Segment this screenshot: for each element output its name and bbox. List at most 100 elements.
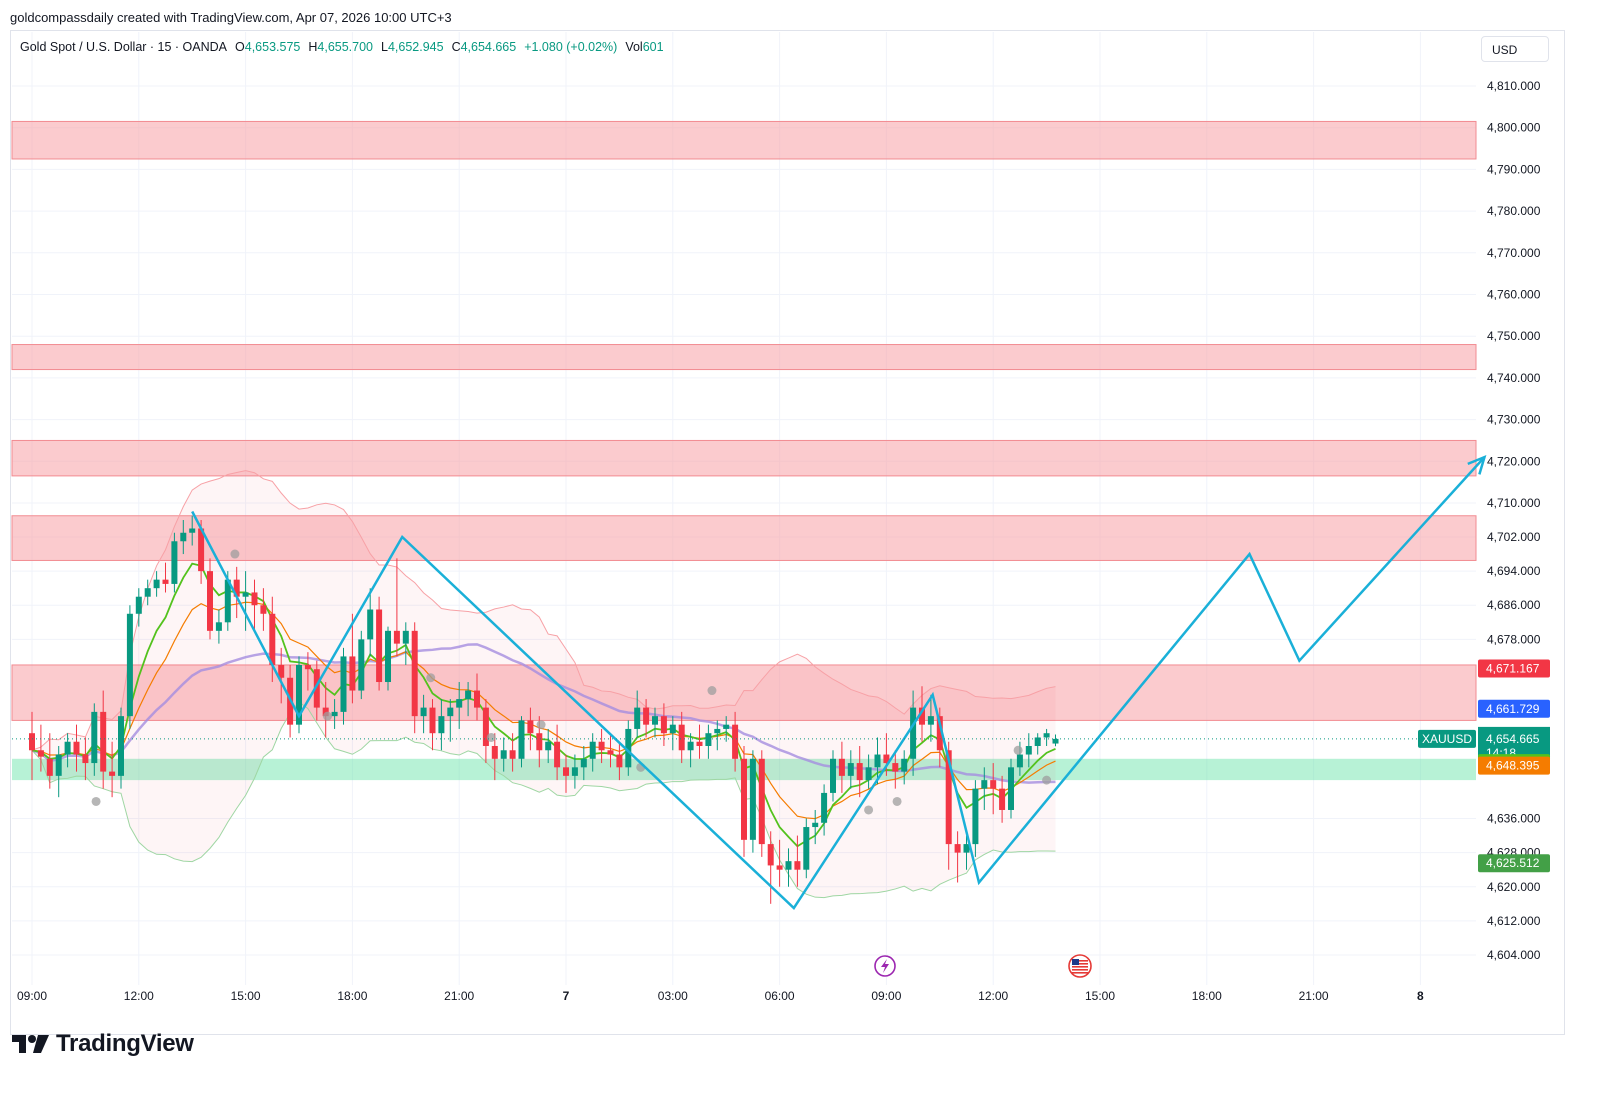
resistance-zone xyxy=(11,515,1477,561)
candle-body xyxy=(385,630,391,683)
candle xyxy=(322,682,329,738)
candle-body xyxy=(1008,767,1014,810)
y-tick-label: 4,810.000 xyxy=(1487,79,1541,93)
candle xyxy=(892,750,899,789)
candle xyxy=(1052,734,1059,747)
candle-body xyxy=(865,767,872,781)
candle xyxy=(669,716,676,751)
price-label: 4,661.729 xyxy=(1478,699,1550,718)
legend-symbol: Gold Spot / U.S. Dollar · 15 · OANDA xyxy=(20,40,228,54)
us-flag-icon-canton xyxy=(1072,959,1079,965)
candle-body xyxy=(313,669,320,708)
y-tick-label: 4,604.000 xyxy=(1487,948,1541,962)
candle xyxy=(625,720,632,776)
candle xyxy=(447,699,454,742)
candle xyxy=(207,558,213,640)
candle-body xyxy=(278,664,285,678)
x-tick-label: 12:00 xyxy=(978,989,1008,1003)
candle xyxy=(162,562,169,593)
candle xyxy=(749,750,756,853)
legend-open-label: O xyxy=(235,40,245,54)
candle xyxy=(367,588,374,657)
candle-body xyxy=(838,758,845,776)
legend-low-label: L xyxy=(381,40,388,54)
candle xyxy=(420,694,427,734)
candle-body xyxy=(874,754,881,768)
event-icons xyxy=(874,954,1092,978)
x-tick-label: 06:00 xyxy=(765,989,795,1003)
y-tick-label: 4,740.000 xyxy=(1487,371,1541,385)
signal-marker xyxy=(1042,775,1052,785)
candle-body xyxy=(669,724,676,734)
candle xyxy=(189,515,196,546)
candle-body xyxy=(999,788,1006,810)
candle xyxy=(296,656,302,734)
candle xyxy=(838,741,845,793)
legend-volume-label: Vol xyxy=(625,40,643,54)
price-label-value: 4,671.167 xyxy=(1486,662,1540,676)
symbol-tag-bg xyxy=(1418,729,1476,748)
candle-body xyxy=(198,528,205,572)
candle xyxy=(634,690,641,738)
candle xyxy=(73,724,80,772)
price-label-bg xyxy=(1478,699,1550,718)
x-tick-label: 09:00 xyxy=(17,989,47,1003)
candle xyxy=(91,703,98,776)
bollinger-bands xyxy=(31,470,1056,899)
candle xyxy=(830,750,836,802)
y-tick-label: 4,780.000 xyxy=(1487,204,1541,218)
candle xyxy=(865,754,872,789)
y-tick-label: 4,760.000 xyxy=(1487,288,1541,302)
tradingview-logo[interactable]: TradingView xyxy=(12,1030,194,1058)
candle xyxy=(607,733,614,768)
legend-low-value: 4,652.945 xyxy=(387,40,444,54)
price-label-bg xyxy=(1478,726,1550,759)
candle-body xyxy=(29,733,35,751)
time-axis: 09:00 12:00 15:00 18:00 21:00 7 03:00 06:00 09:0… xyxy=(17,989,1424,1003)
candle-body xyxy=(856,763,863,781)
candle-body xyxy=(456,699,463,708)
candle-body xyxy=(518,720,525,759)
candle xyxy=(358,630,365,700)
candle-body xyxy=(625,728,632,768)
candle xyxy=(936,707,943,768)
candle-body xyxy=(687,741,694,751)
candle xyxy=(687,733,694,768)
price-label-bg xyxy=(1478,854,1550,873)
candle-body xyxy=(705,733,712,746)
signal-marker xyxy=(1013,745,1023,755)
candle xyxy=(518,716,525,768)
x-tick-label: 18:00 xyxy=(337,989,367,1003)
x-tick-label: 18:00 xyxy=(1192,989,1222,1003)
zigzag xyxy=(191,455,1487,911)
candle xyxy=(402,622,409,665)
currency-selector[interactable]: USD xyxy=(1481,36,1549,62)
candle xyxy=(767,831,774,904)
candle-body xyxy=(749,758,756,840)
price-labels: 4,671.1674,661.7294,654.66514:18XAUUSD4,… xyxy=(12,659,1550,873)
resistance-zone xyxy=(11,439,1477,477)
candle xyxy=(652,707,658,738)
us-flag-icon xyxy=(1068,954,1092,978)
candle xyxy=(491,733,498,781)
candle xyxy=(580,746,587,781)
x-tick-label: 7 xyxy=(563,989,570,1003)
candle xyxy=(242,571,249,631)
us-flag-icon-stripe xyxy=(1072,972,1088,974)
candle xyxy=(1034,733,1041,755)
candle-body xyxy=(883,754,890,764)
y-tick-label: 4,636.000 xyxy=(1487,812,1541,826)
candle xyxy=(55,746,62,798)
candle-body xyxy=(429,707,436,734)
candle xyxy=(1008,758,1014,819)
legend-close-value: 4,654.665 xyxy=(460,40,517,54)
y-tick-label: 4,770.000 xyxy=(1487,246,1541,260)
price-label-value: 4,661.729 xyxy=(1486,702,1540,716)
zigzag-arrowhead xyxy=(1467,455,1487,475)
candle xyxy=(821,784,828,836)
legend-high-value: 4,655.700 xyxy=(317,40,373,54)
candle-body xyxy=(919,707,925,725)
ma-orange xyxy=(31,601,1056,820)
y-tick-label: 4,720.000 xyxy=(1487,454,1541,468)
